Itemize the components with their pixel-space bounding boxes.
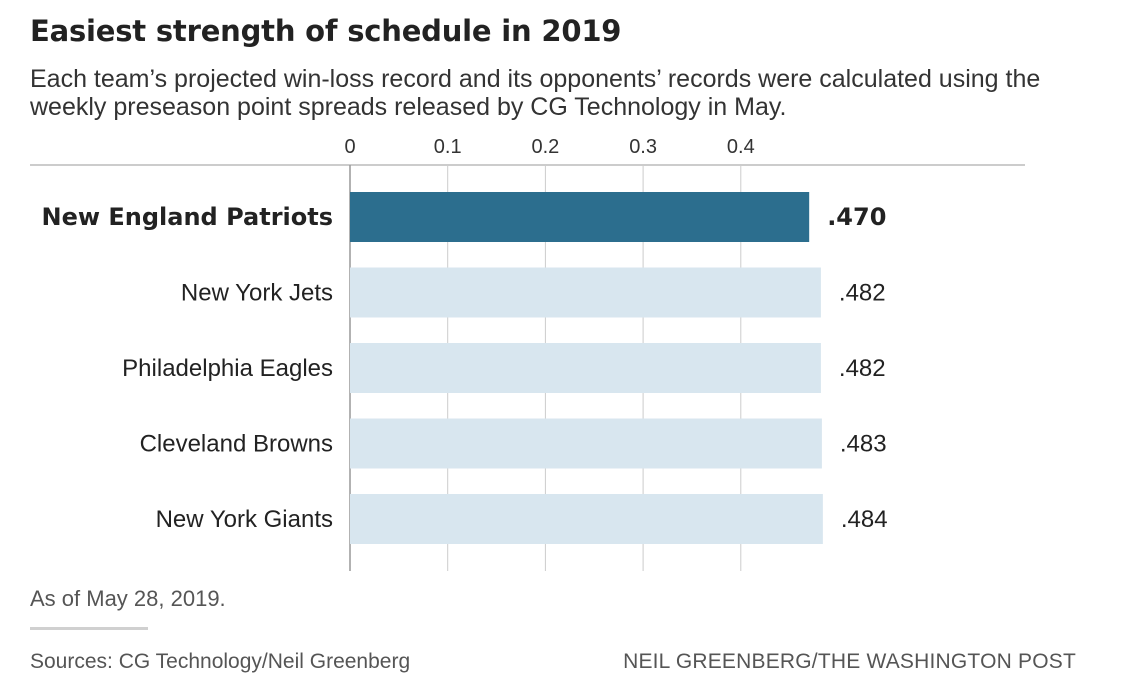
x-tick-label: 0: [344, 136, 355, 158]
x-tick-label: 0.3: [629, 136, 657, 158]
category-label: Philadelphia Eagles: [122, 355, 333, 382]
credit-text: NEIL GREENBERG/THE WASHINGTON POST: [623, 650, 1076, 673]
category-label: New York Giants: [156, 506, 333, 533]
bar: [350, 267, 821, 318]
value-label: .483: [840, 431, 887, 458]
chart-title: Easiest strength of schedule in 2019: [30, 14, 622, 48]
label-layer: 0 0.1 0.2 0.3 0.4 New England Patriots .470 New…: [41, 136, 887, 533]
bar: [350, 343, 821, 393]
bar: [350, 192, 810, 242]
category-label: New England Patriots: [41, 203, 333, 231]
x-tick-label: 0.1: [434, 136, 462, 158]
footer-divider: [30, 627, 148, 630]
value-label: .484: [841, 506, 888, 533]
value-label: .482: [839, 355, 886, 382]
bar-chart: 0 0.1 0.2 0.3 0.4 New England Patriots .470 New…: [30, 136, 1025, 571]
value-label: .470: [827, 203, 886, 231]
bar: [350, 418, 822, 469]
sources-text: Sources: CG Technology/Neil Greenberg: [30, 650, 411, 673]
bar: [350, 494, 823, 544]
date-note: As of May 28, 2019.: [30, 586, 226, 611]
value-label: .482: [839, 280, 886, 307]
category-label: New York Jets: [181, 280, 333, 307]
category-label: Cleveland Browns: [140, 431, 333, 458]
x-tick-label: 0.2: [531, 136, 559, 158]
bar-layer: [350, 192, 823, 544]
chart-subtitle: Each team’s projected win-loss record an…: [30, 65, 1041, 121]
x-tick-label: 0.4: [727, 136, 755, 158]
